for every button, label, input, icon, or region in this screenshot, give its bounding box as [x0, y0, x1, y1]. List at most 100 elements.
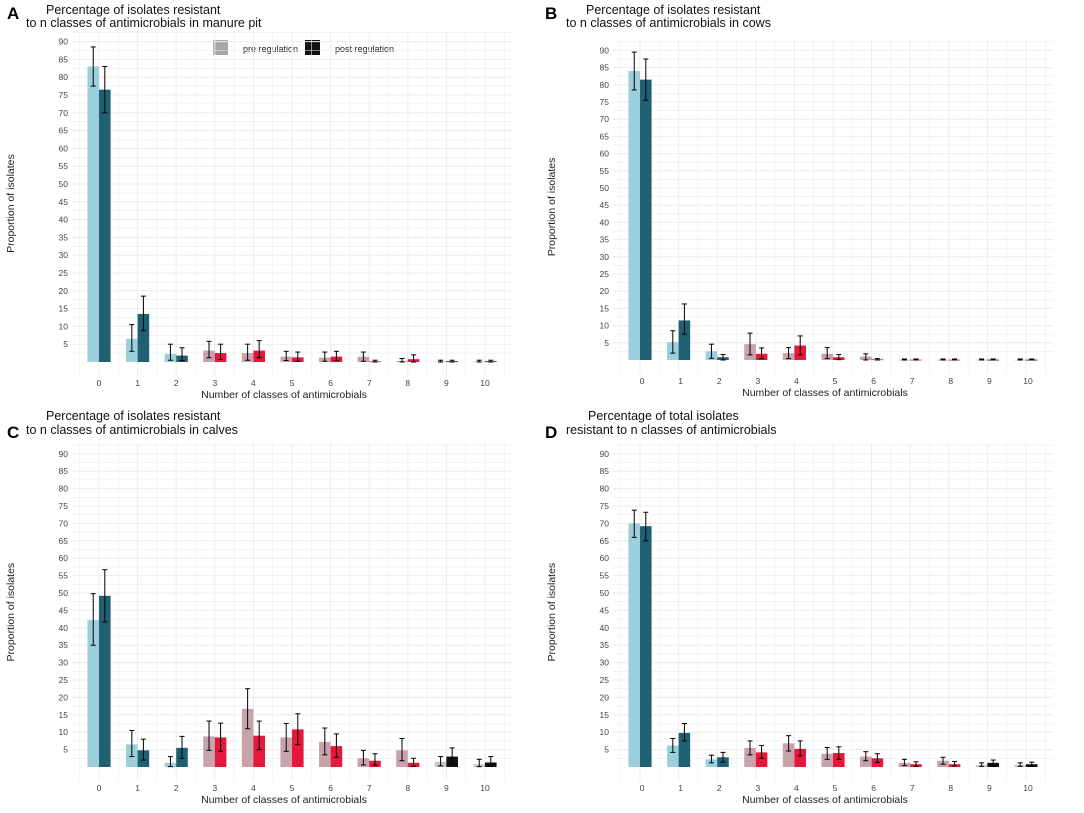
- y-tick-label: 80: [59, 72, 69, 82]
- error-bar-pre-5: [283, 723, 289, 752]
- bar-pre-3: [744, 747, 756, 767]
- y-tick-label: 75: [59, 90, 69, 100]
- bar-post-5: [833, 753, 845, 767]
- y-tick-label: 45: [600, 200, 610, 210]
- panel-title-line-1: Percentage of total isolates: [588, 409, 739, 423]
- y-tick-label: 65: [59, 536, 69, 546]
- x-tick-label: 9: [987, 376, 992, 386]
- y-tick-label: 30: [600, 252, 610, 262]
- error-bar-post-9: [990, 358, 996, 361]
- x-tick-label: 10: [480, 783, 490, 793]
- panel-letter: A: [7, 4, 19, 23]
- panel-letter: B: [545, 4, 557, 23]
- x-tick-label: 4: [251, 378, 256, 388]
- error-bar-post-10: [488, 756, 494, 767]
- error-bar-post-5: [836, 353, 842, 361]
- error-bar-post-2: [720, 751, 726, 763]
- y-tick-label: 15: [600, 303, 610, 313]
- y-tick-label: 75: [59, 501, 69, 511]
- bar-post-3: [755, 752, 768, 767]
- error-bar-pre-4: [786, 347, 792, 360]
- y-tick-label: 5: [604, 745, 609, 755]
- error-bar-post-3: [218, 722, 224, 752]
- y-tick-label: 45: [600, 605, 610, 615]
- error-bar-post-8: [952, 358, 958, 361]
- x-tick-label: 6: [871, 376, 876, 386]
- bar-pre-0: [87, 620, 100, 767]
- error-bar-pre-5: [283, 350, 289, 362]
- y-tick-label: 5: [63, 339, 68, 349]
- error-bar-pre-3: [747, 332, 753, 356]
- x-tick-label: 4: [251, 783, 256, 793]
- x-tick-label: 7: [367, 378, 372, 388]
- y-tick-label: 70: [59, 518, 69, 528]
- y-tick-label: 80: [59, 484, 69, 494]
- y-tick-label: 45: [59, 197, 69, 207]
- x-tick-label: 10: [1023, 783, 1033, 793]
- error-bar-pre-1: [670, 330, 676, 354]
- error-bar-post-1: [140, 295, 146, 332]
- legend-swatch-pre: [213, 40, 228, 55]
- error-bar-pre-10: [476, 758, 482, 768]
- error-bar-pre-4: [245, 343, 251, 361]
- error-bar-pre-7: [901, 358, 907, 361]
- x-tick-label: 7: [910, 783, 915, 793]
- error-bar-pre-6: [863, 353, 869, 361]
- bar-post-1: [678, 732, 691, 767]
- panel-title-line-1: Percentage of isolates resistant: [46, 409, 221, 423]
- x-tick-label: 3: [755, 376, 760, 386]
- bar-pre-4: [782, 743, 795, 767]
- error-bar-post-5: [836, 746, 842, 760]
- bar-post-0: [99, 595, 111, 767]
- x-tick-label: 9: [444, 378, 449, 388]
- x-tick-label: 3: [212, 378, 217, 388]
- error-bar-post-0: [643, 58, 649, 101]
- error-bar-pre-8: [399, 357, 405, 363]
- y-tick-label: 85: [59, 54, 69, 64]
- x-tick-label: 1: [135, 378, 140, 388]
- x-tick-label: 5: [290, 378, 295, 388]
- panel-title-line-1: Percentage of isolates resistant: [586, 3, 761, 17]
- y-tick-label: 65: [600, 536, 610, 546]
- y-tick-label: 35: [600, 235, 610, 245]
- x-tick-label: 5: [290, 783, 295, 793]
- y-tick-label: 40: [59, 215, 69, 225]
- x-tick-label: 0: [97, 378, 102, 388]
- x-tick-label: 8: [405, 783, 410, 793]
- panel-title-line-2: to n classes of antimicrobials in calves: [26, 423, 238, 437]
- error-bar-pre-8: [399, 737, 405, 762]
- x-tick-label: 1: [678, 783, 683, 793]
- y-axis-title: Proportion of isolates: [5, 154, 17, 253]
- y-tick-label: 55: [59, 571, 69, 581]
- error-bar-pre-1: [129, 729, 135, 758]
- error-bar-pre-0: [90, 46, 96, 87]
- error-bar-pre-10: [1017, 358, 1023, 361]
- bar-post-3: [214, 737, 227, 767]
- error-bar-pre-9: [438, 359, 444, 363]
- y-axis-title: Proportion of isolates: [5, 563, 17, 662]
- bar-post-4: [794, 748, 806, 767]
- y-tick-label: 85: [59, 466, 69, 476]
- x-axis-title: Number of classes of antimicrobials: [201, 389, 367, 401]
- error-bar-post-8: [411, 757, 417, 767]
- y-tick-label: 20: [59, 286, 69, 296]
- error-bar-pre-8: [940, 358, 946, 361]
- y-tick-label: 25: [59, 268, 69, 278]
- error-bar-post-9: [449, 747, 455, 765]
- x-tick-label: 0: [97, 783, 102, 793]
- error-bar-post-9: [990, 759, 996, 767]
- y-tick-label: 90: [59, 449, 69, 459]
- error-bar-pre-1: [670, 737, 676, 753]
- error-bar-pre-10: [476, 359, 482, 363]
- y-tick-label: 60: [600, 149, 610, 159]
- bar-post-4: [253, 735, 265, 767]
- error-bar-post-4: [797, 740, 803, 757]
- x-tick-label: 8: [405, 378, 410, 388]
- y-tick-label: 90: [600, 449, 610, 459]
- error-bar-pre-10: [1017, 762, 1023, 767]
- x-axis-title: Number of classes of antimicrobials: [201, 794, 367, 806]
- x-tick-label: 6: [328, 378, 333, 388]
- y-tick-label: 80: [600, 484, 610, 494]
